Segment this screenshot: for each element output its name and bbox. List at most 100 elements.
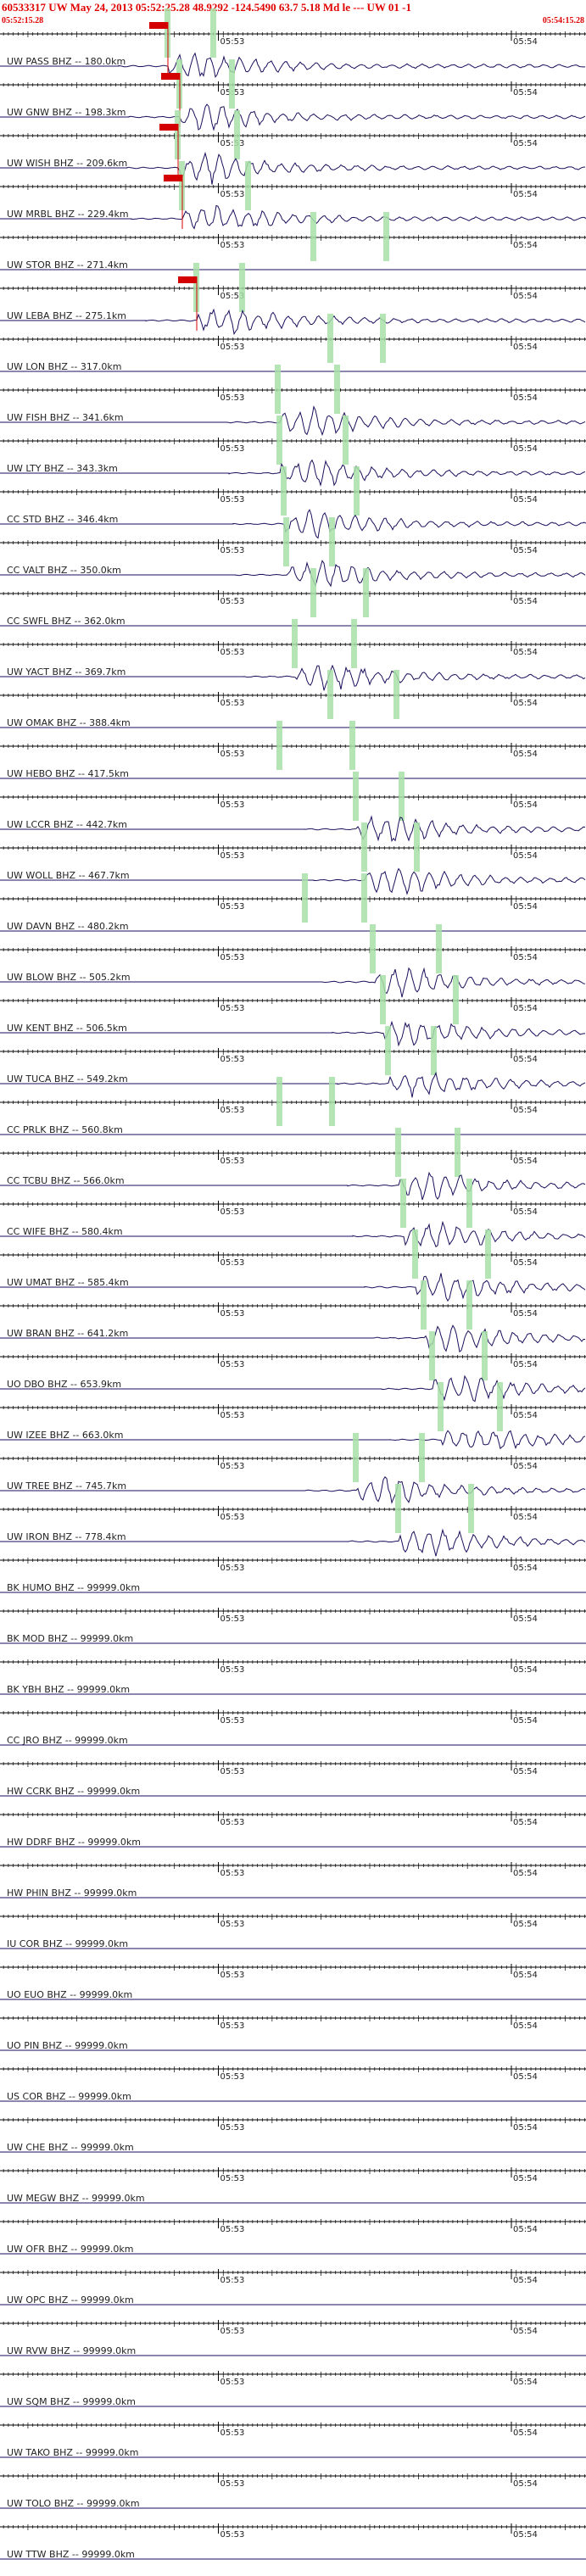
station-label: UW TUCA BHZ -- 549.2km bbox=[7, 1073, 128, 1084]
event-title: 60533317 UW May 24, 2013 05:52:25.28 48.… bbox=[2, 1, 412, 14]
tick-label: 05:54 bbox=[513, 1411, 538, 1420]
tick-label: 05:54 bbox=[513, 851, 538, 861]
p-pick-band bbox=[412, 1229, 418, 1279]
tick-label: 05:54 bbox=[513, 292, 538, 301]
s-pick-band bbox=[485, 1229, 491, 1279]
s-pick-band bbox=[229, 59, 235, 109]
tick-label: 05:54 bbox=[513, 37, 538, 47]
waveform-trace bbox=[0, 1071, 586, 1098]
trace-panel: 05:53 05:54 UW OMAK BHZ -- 388.4km bbox=[0, 670, 586, 728]
waveform-trace bbox=[0, 867, 586, 895]
waveform-trace bbox=[0, 151, 586, 185]
tick-label: 05:53 bbox=[220, 139, 245, 148]
end-time: 05:54:15.28 bbox=[542, 16, 584, 25]
tick-label: 05:53 bbox=[220, 1462, 245, 1471]
trace-panel: 05:53 05:54 UW HEBO BHZ -- 417.5km bbox=[0, 721, 586, 779]
station-label: CC PRLK BHZ -- 560.8km bbox=[7, 1124, 123, 1135]
tick-label: 05:54 bbox=[513, 190, 538, 199]
tick-label: 05:53 bbox=[220, 597, 245, 606]
s-pick-band bbox=[455, 1128, 460, 1177]
station-label: UW KENT BHZ -- 506.5km bbox=[7, 1023, 127, 1034]
waveform-trace bbox=[0, 1171, 586, 1201]
station-label: HW PHIN BHZ -- 99999.0km bbox=[7, 1887, 137, 1899]
tick-label: 05:53 bbox=[220, 1106, 245, 1115]
trace-panel: 05:53 05:54 UW LCCR BHZ -- 442.7km bbox=[0, 772, 586, 843]
station-label: UW WISH BHZ -- 209.6km bbox=[7, 158, 127, 169]
s-pick-band bbox=[349, 721, 355, 770]
waveform-trace bbox=[0, 1324, 585, 1353]
event-marker bbox=[161, 73, 180, 80]
station-label: UW OMAK BHZ -- 388.4km bbox=[7, 717, 131, 728]
trace-panel: 05:53 05:54 UW UMAT BHZ -- 585.4km bbox=[0, 1229, 586, 1302]
p-pick-band bbox=[275, 365, 281, 414]
p-pick-band bbox=[438, 1382, 444, 1431]
station-label: UW YACT BHZ -- 369.7km bbox=[7, 666, 126, 677]
trace-panel: 05:53 05:54 HW PHIN BHZ -- 99999.0km bbox=[0, 1862, 586, 1899]
tick-label: 05:54 bbox=[513, 1869, 538, 1878]
p-pick-band bbox=[353, 1433, 359, 1482]
tick-label: 05:53 bbox=[220, 1360, 245, 1369]
event-marker bbox=[164, 175, 182, 181]
tick-label: 05:54 bbox=[513, 597, 538, 606]
trace-panel: 05:53 05:54 CC STD BHZ -- 346.4km bbox=[0, 466, 586, 539]
p-pick-band bbox=[310, 568, 316, 617]
trace-panel: 05:53 05:54 UW TUCA BHZ -- 549.2km bbox=[0, 1026, 586, 1098]
p-pick-band bbox=[361, 822, 367, 872]
trace-panel: 05:53 05:54 UW LEBA BHZ -- 275.1km bbox=[0, 263, 586, 336]
station-label: UW LEBA BHZ -- 275.1km bbox=[7, 310, 126, 321]
station-label: CC SWFL BHZ -- 362.0km bbox=[7, 616, 126, 627]
event-marker bbox=[149, 22, 168, 29]
s-pick-band bbox=[497, 1382, 503, 1431]
s-pick-band bbox=[363, 568, 369, 617]
trace-panel: 05:53 05:54 UW LTY BHZ -- 343.3km bbox=[0, 415, 586, 488]
waveform-trace bbox=[0, 1273, 586, 1302]
station-label: BK HUMO BHZ -- 99999.0km bbox=[7, 1582, 140, 1593]
station-label: UW DAVN BHZ -- 480.2km bbox=[7, 921, 129, 932]
waveform-trace bbox=[0, 815, 586, 843]
trace-panel: 05:53 05:54 CC WIFE BHZ -- 580.4km bbox=[0, 1179, 586, 1248]
p-pick-band bbox=[395, 1484, 401, 1533]
tick-label: 05:54 bbox=[513, 902, 538, 912]
tick-label: 05:54 bbox=[513, 393, 538, 403]
tick-label: 05:54 bbox=[513, 1665, 538, 1675]
tick-label: 05:54 bbox=[513, 546, 538, 555]
trace-panel: 05:53 05:54 UW TREE BHZ -- 745.7km bbox=[0, 1433, 586, 1504]
s-pick-band bbox=[329, 1077, 335, 1126]
waveform-trace bbox=[0, 405, 586, 437]
station-label: UW HEBO BHZ -- 417.5km bbox=[7, 768, 129, 779]
waveform-trace bbox=[0, 1220, 586, 1248]
s-pick-band bbox=[436, 924, 442, 973]
trace-panel: 05:53 05:54 UW WOLL BHZ -- 467.7km bbox=[0, 822, 586, 895]
s-pick-band bbox=[354, 466, 360, 516]
trace-panel: 05:53 05:54 UW MRBL BHZ -- 229.4km bbox=[0, 161, 586, 230]
trace-panel: 05:53 05:54 BK YBH BHZ -- 99999.0km bbox=[0, 1659, 586, 1695]
p-pick-band bbox=[400, 1179, 406, 1228]
tick-label: 05:54 bbox=[513, 1462, 538, 1471]
trace-panel: 05:53 05:54 UW IRON BHZ -- 778.4km bbox=[0, 1484, 586, 1557]
tick-label: 05:54 bbox=[513, 1004, 538, 1013]
trace-panel: 05:53 05:54 HW DDRF BHZ -- 99999.0km bbox=[0, 1811, 586, 1848]
tick-label: 05:53 bbox=[220, 1157, 245, 1166]
trace-panel: 05:53 05:54 UW BRAN BHZ -- 641.2km bbox=[0, 1280, 586, 1353]
tick-label: 05:54 bbox=[513, 1513, 538, 1522]
tick-label: 05:54 bbox=[513, 139, 538, 148]
station-label: UW PASS BHZ -- 180.0km bbox=[7, 56, 126, 67]
tick-label: 05:53 bbox=[220, 851, 245, 861]
p-pick-band bbox=[283, 517, 289, 566]
tick-label: 05:53 bbox=[220, 241, 245, 250]
tick-label: 05:54 bbox=[513, 1309, 538, 1319]
s-pick-band bbox=[329, 517, 335, 566]
station-label: IU COR BHZ -- 99999.0km bbox=[7, 1938, 128, 1949]
tick-label: 05:54 bbox=[513, 699, 538, 708]
trace-panel: 05:53 05:54 UW KENT BHZ -- 506.5km bbox=[0, 975, 586, 1047]
tick-label: 05:54 bbox=[513, 750, 538, 759]
trace-panel: 05:53 05:54 UW YACT BHZ -- 369.7km bbox=[0, 619, 586, 691]
station-label: UW GNW BHZ -- 198.3km bbox=[7, 107, 126, 118]
station-label: UW TREE BHZ -- 745.7km bbox=[7, 1480, 126, 1492]
tick-label: 05:53 bbox=[220, 699, 245, 708]
trace-panel: 05:53 05:54 BK MOD BHZ -- 99999.0km bbox=[0, 1608, 586, 1644]
trace-panel: 05:53 05:54 UW IZEE BHZ -- 663.0km bbox=[0, 1382, 586, 1450]
trace-panel: 05:53 05:54 CC PRLK BHZ -- 560.8km bbox=[0, 1077, 586, 1135]
